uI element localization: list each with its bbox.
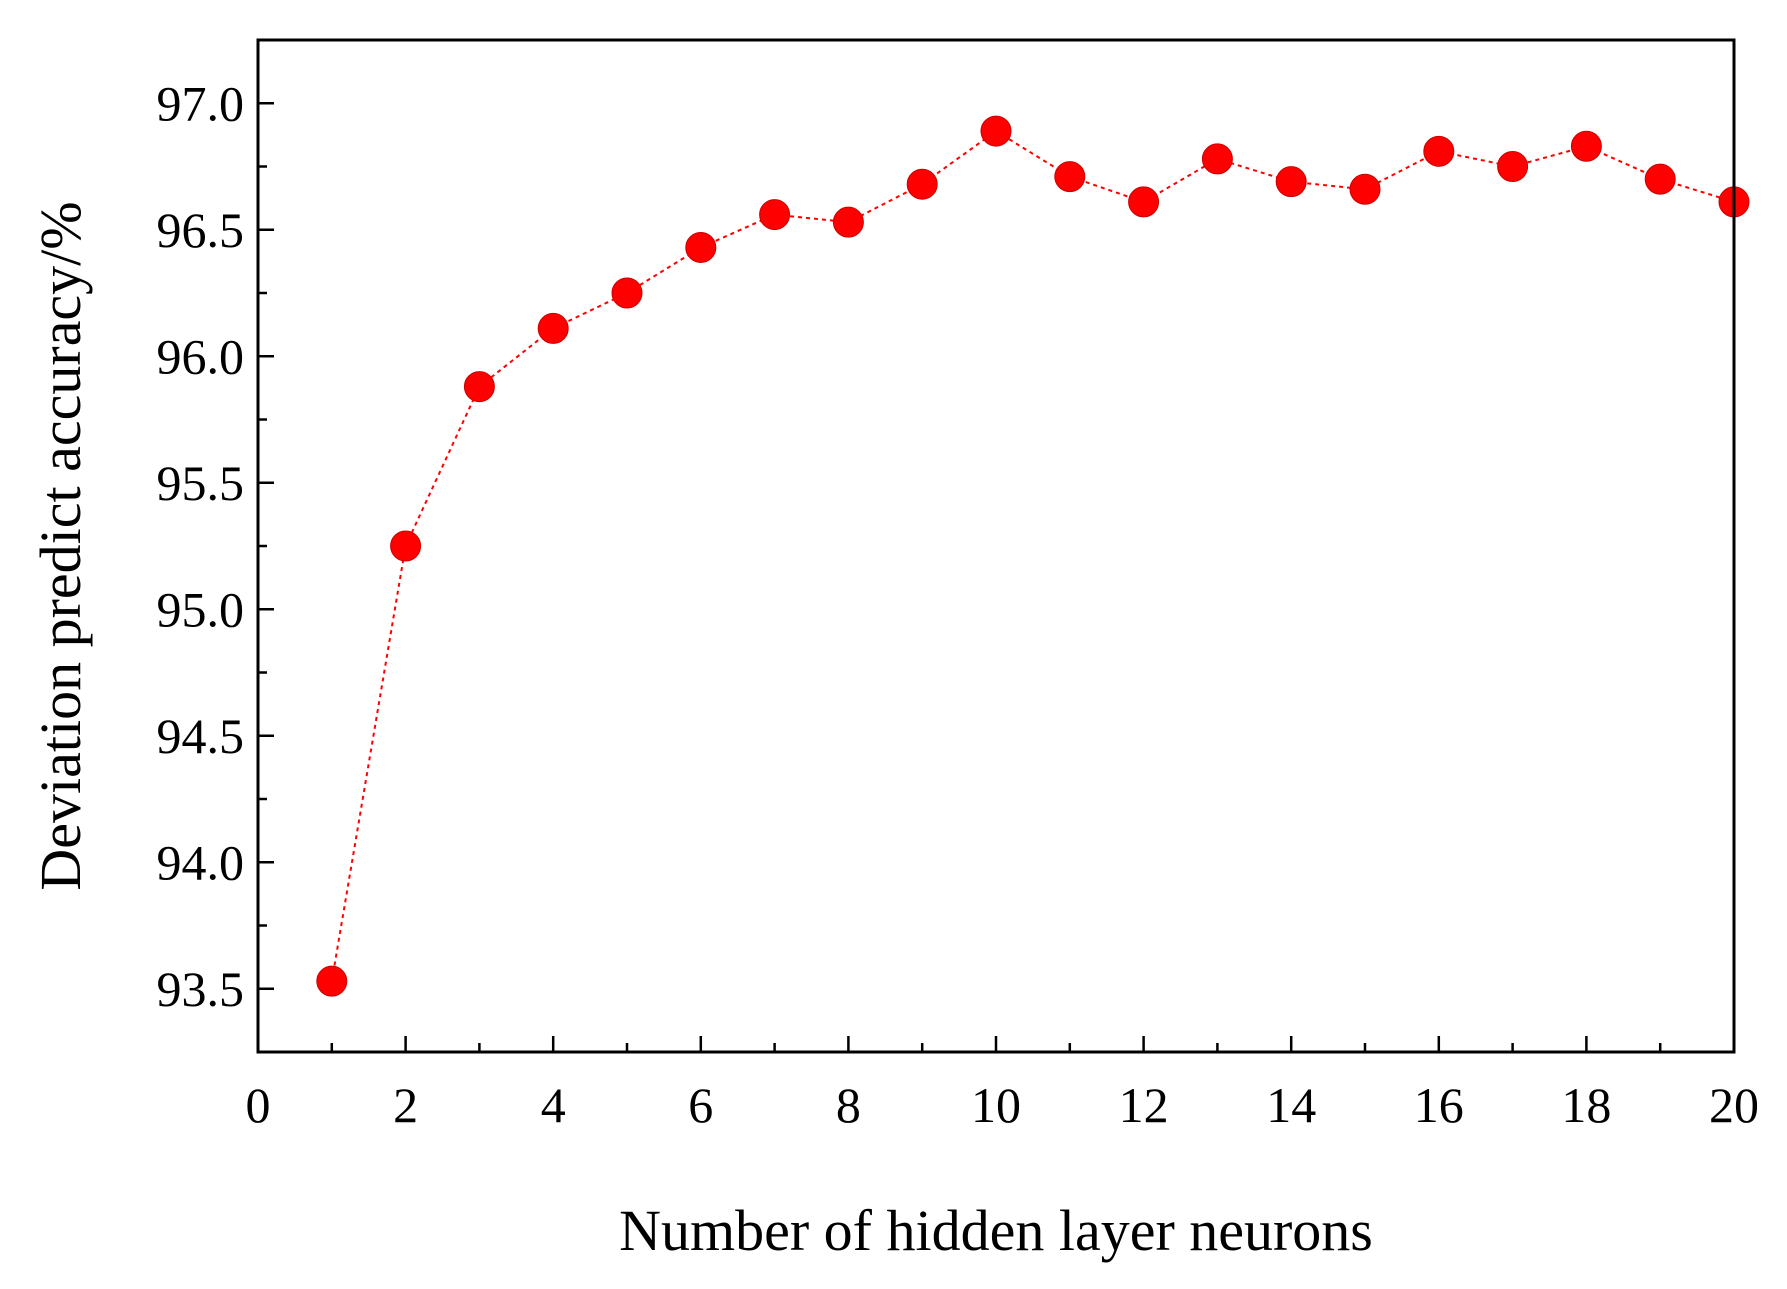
data-point bbox=[685, 231, 717, 263]
x-axis-title: Number of hidden layer neurons bbox=[619, 1198, 1373, 1263]
plot-frame bbox=[256, 38, 1736, 1054]
y-tick-label: 96.0 bbox=[157, 328, 245, 384]
y-tick-label: 93.5 bbox=[157, 961, 245, 1017]
x-tick-label: 0 bbox=[246, 1077, 271, 1133]
x-tick-label: 10 bbox=[971, 1077, 1021, 1133]
x-tick-label: 2 bbox=[393, 1077, 418, 1133]
data-point bbox=[1497, 151, 1529, 182]
points-layer bbox=[316, 115, 1750, 997]
y-axis-title: Deviation predict accuracy/% bbox=[28, 201, 93, 890]
data-point bbox=[1423, 135, 1455, 167]
data-point bbox=[463, 371, 495, 403]
tick-labels-layer: 0 2 4 6 8 10 12 14 16 18 20 93.5 94.0 94.5 95.0 95.5 96.… bbox=[157, 75, 1760, 1133]
data-point bbox=[1349, 173, 1381, 205]
x-tick-label: 14 bbox=[1266, 1077, 1316, 1133]
x-tick-label: 8 bbox=[836, 1077, 861, 1133]
ticks-layer bbox=[256, 38, 1736, 1054]
data-point bbox=[1054, 161, 1086, 193]
data-point bbox=[1644, 163, 1676, 195]
y-tick-label: 96.5 bbox=[157, 202, 245, 258]
x-tick-label: 20 bbox=[1709, 1077, 1759, 1133]
y-tick-label: 94.5 bbox=[157, 708, 245, 764]
y-tick-label: 94.0 bbox=[157, 834, 245, 890]
data-point bbox=[611, 277, 643, 309]
x-tick-label: 6 bbox=[688, 1077, 713, 1133]
data-point bbox=[316, 965, 348, 997]
data-point bbox=[537, 312, 569, 344]
data-point bbox=[759, 199, 791, 231]
series-line bbox=[330, 129, 1735, 982]
data-point bbox=[1570, 130, 1602, 162]
data-point bbox=[1201, 143, 1233, 175]
x-tick-label: 18 bbox=[1561, 1077, 1611, 1133]
data-point bbox=[906, 168, 938, 200]
data-point bbox=[1128, 186, 1160, 218]
y-tick-label: 97.0 bbox=[157, 75, 245, 131]
x-tick-label: 16 bbox=[1414, 1077, 1464, 1133]
data-point bbox=[980, 115, 1012, 147]
data-point bbox=[390, 530, 422, 562]
data-point bbox=[832, 206, 864, 238]
y-tick-label: 95.0 bbox=[157, 581, 245, 637]
x-tick-label: 4 bbox=[541, 1077, 566, 1133]
x-tick-label: 12 bbox=[1119, 1077, 1169, 1133]
data-point bbox=[1275, 166, 1307, 198]
y-tick-label: 95.5 bbox=[157, 455, 245, 511]
